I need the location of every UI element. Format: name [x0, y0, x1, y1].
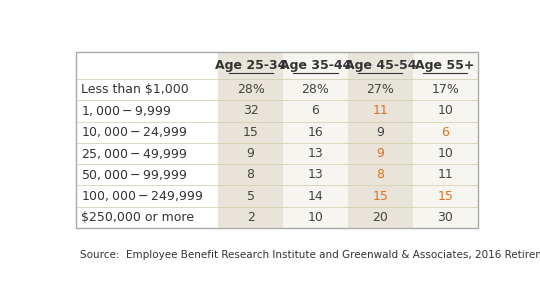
- Bar: [76, 52, 478, 228]
- Text: Age 35-44: Age 35-44: [280, 59, 351, 72]
- Text: 9: 9: [376, 126, 384, 139]
- Text: 15: 15: [373, 189, 388, 203]
- Text: 15: 15: [242, 126, 259, 139]
- Text: 9: 9: [376, 147, 384, 160]
- Text: 14: 14: [308, 189, 323, 203]
- Text: 27%: 27%: [367, 83, 394, 96]
- Text: $100,000 - $249,999: $100,000 - $249,999: [81, 189, 203, 203]
- Text: Source:  Employee Benefit Research Institute and Greenwald & Associates, 2016 Re: Source: Employee Benefit Research Instit…: [80, 250, 540, 260]
- Text: 9: 9: [247, 147, 254, 160]
- Text: Age 55+: Age 55+: [415, 59, 475, 72]
- Text: Less than $1,000: Less than $1,000: [81, 83, 188, 96]
- Text: 8: 8: [247, 168, 254, 181]
- Bar: [218, 52, 283, 228]
- Text: 16: 16: [308, 126, 323, 139]
- Text: 10: 10: [437, 147, 453, 160]
- Text: 30: 30: [437, 211, 453, 224]
- Text: 20: 20: [373, 211, 388, 224]
- Text: 6: 6: [441, 126, 449, 139]
- Text: 10: 10: [307, 211, 323, 224]
- Text: $250,000 or more: $250,000 or more: [81, 211, 194, 224]
- Text: 13: 13: [308, 168, 323, 181]
- Text: 6: 6: [312, 105, 319, 118]
- Bar: [283, 52, 348, 228]
- Bar: [348, 52, 413, 228]
- Text: $10,000 - $24,999: $10,000 - $24,999: [81, 125, 187, 139]
- Text: 17%: 17%: [431, 83, 459, 96]
- Text: 11: 11: [373, 105, 388, 118]
- Text: Age 45-54: Age 45-54: [345, 59, 416, 72]
- Text: 10: 10: [437, 105, 453, 118]
- Text: $50,000 - $99,999: $50,000 - $99,999: [81, 168, 187, 182]
- Text: 13: 13: [308, 147, 323, 160]
- Text: 28%: 28%: [237, 83, 265, 96]
- Text: $25,000 - $49,999: $25,000 - $49,999: [81, 146, 187, 161]
- Text: 5: 5: [247, 189, 254, 203]
- Text: 15: 15: [437, 189, 453, 203]
- Text: Age 25-34: Age 25-34: [215, 59, 286, 72]
- Text: 2: 2: [247, 211, 254, 224]
- Text: 11: 11: [437, 168, 453, 181]
- Bar: [413, 52, 478, 228]
- Text: $1,000 - $9,999: $1,000 - $9,999: [81, 104, 171, 118]
- Text: 8: 8: [376, 168, 384, 181]
- Text: 32: 32: [242, 105, 259, 118]
- Text: 28%: 28%: [301, 83, 329, 96]
